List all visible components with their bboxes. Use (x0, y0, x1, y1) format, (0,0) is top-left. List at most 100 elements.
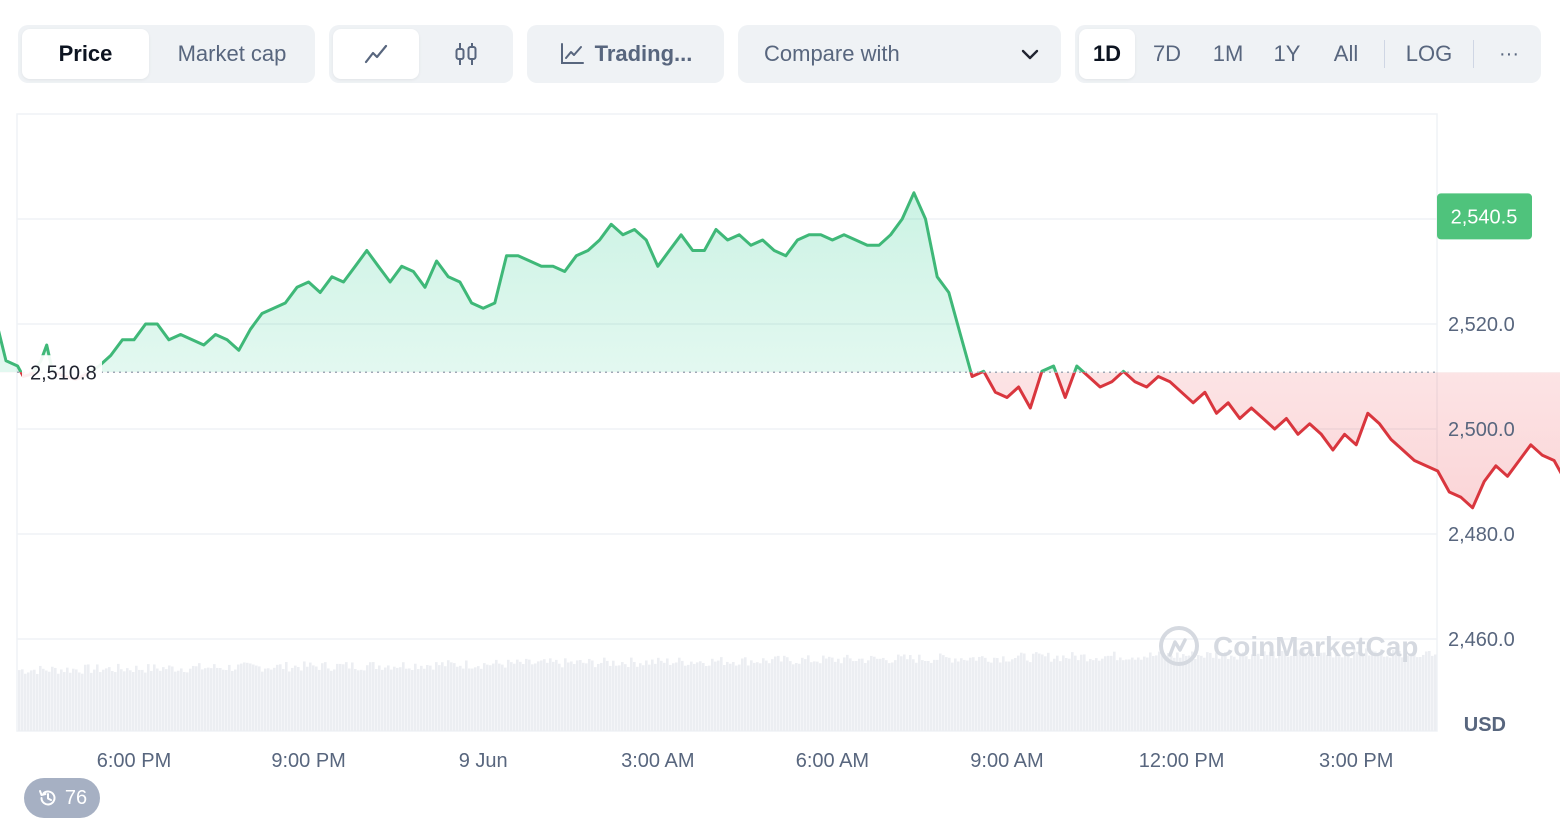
volume-bar (642, 665, 645, 731)
volume-bar (996, 658, 999, 731)
range-1y[interactable]: 1Y (1273, 41, 1301, 66)
volume-bar (381, 669, 384, 731)
volume-bar (1203, 657, 1206, 731)
volume-bar (423, 668, 426, 731)
price-chart[interactable]: CoinMarketCap 2,460.0 2,480.0 2,500.0 2,520… (0, 100, 1560, 834)
volume-bar (816, 661, 819, 731)
volume-bar (477, 666, 480, 731)
volume-bar (1410, 654, 1413, 731)
line-chart-button[interactable] (333, 29, 419, 79)
volume-bar (1431, 655, 1434, 731)
volume-bar (93, 669, 96, 731)
volume-bar (555, 659, 558, 731)
volume-bar (204, 668, 207, 731)
volume-bar (1008, 661, 1011, 731)
volume-bar (207, 667, 210, 731)
volume-bar (1206, 652, 1209, 731)
volume-bar (1413, 647, 1416, 731)
volume-bar (273, 667, 276, 731)
volume-bar (744, 657, 747, 731)
volume-bar (168, 665, 171, 731)
volume-bar (1152, 656, 1155, 731)
volume-bar (792, 664, 795, 731)
volume-bar (441, 662, 444, 731)
x-tick-label: 3:00 AM (621, 750, 694, 772)
price-chart-area: CoinMarketCap 2,460.0 2,480.0 2,500.0 2,520… (0, 100, 1560, 834)
candlestick-button[interactable] (423, 29, 509, 79)
volume-bar (390, 669, 393, 731)
volume-bar (525, 658, 528, 731)
trading-view-button[interactable]: Trading... (527, 25, 724, 83)
volume-bar (1293, 654, 1296, 731)
volume-bar (1092, 660, 1095, 731)
volume-bar (1164, 656, 1167, 731)
volume-bar (690, 661, 693, 731)
volume-bar (942, 655, 945, 731)
volume-bar (657, 657, 660, 731)
volume-bar (984, 657, 987, 731)
volume-bar (1146, 657, 1149, 731)
volume-bar (426, 665, 429, 731)
volume-bar (498, 663, 501, 731)
volume-bar (660, 660, 663, 731)
range-all[interactable]: All (1333, 41, 1359, 66)
volume-bar (1260, 659, 1263, 731)
range-1m[interactable]: 1M (1212, 41, 1244, 66)
volume-bar (1116, 660, 1119, 731)
more-options-button[interactable]: ··· (1499, 42, 1519, 65)
volume-bar (1350, 658, 1353, 731)
volume-bar (228, 664, 231, 731)
log-scale-toggle[interactable]: LOG (1405, 41, 1453, 66)
volume-bar (531, 664, 534, 731)
volume-bar (1359, 655, 1362, 731)
volume-bar (21, 669, 24, 731)
volume-bar (654, 663, 657, 731)
volume-bar (492, 663, 495, 731)
volume-bar (924, 661, 927, 731)
volume-bar (312, 665, 315, 731)
volume-bar (318, 669, 321, 731)
history-badge[interactable]: 76 (24, 778, 100, 818)
volume-bar (1191, 651, 1194, 731)
compare-with-select[interactable]: Compare with (738, 25, 1061, 83)
volume-bar (519, 661, 522, 731)
volume-bar (351, 662, 354, 731)
volume-bar (564, 658, 567, 731)
volume-bar (1062, 655, 1065, 731)
volume-bar (366, 665, 369, 731)
volume-bar (771, 659, 774, 731)
volume-bar (1020, 652, 1023, 731)
volume-bar (951, 662, 954, 731)
volume-bar (27, 672, 30, 731)
volume-bar (243, 662, 246, 731)
range-7d[interactable]: 7D (1152, 41, 1182, 66)
volume-bar (1071, 652, 1074, 731)
volume-bar (813, 661, 816, 731)
volume-bar (138, 669, 141, 731)
volume-bar (144, 672, 147, 731)
volume-bar (834, 661, 837, 731)
volume-bar (906, 659, 909, 731)
volume-bar (72, 668, 75, 731)
range-1d[interactable]: 1D (1079, 29, 1135, 79)
volume-bar (990, 662, 993, 731)
volume-bar (852, 661, 855, 731)
volume-bar (1119, 657, 1122, 731)
volume-bar (1296, 649, 1299, 731)
tab-price[interactable]: Price (22, 29, 149, 79)
volume-bar (1044, 656, 1047, 731)
volume-bar (54, 667, 57, 731)
tab-market-cap[interactable]: Market cap (177, 41, 287, 66)
volume-bar (1095, 658, 1098, 731)
volume-bar (108, 667, 111, 731)
volume-bar (1308, 654, 1311, 731)
volume-bar (765, 660, 768, 731)
volume-bar (105, 668, 108, 731)
volume-bar (294, 665, 297, 731)
volume-bar (18, 670, 21, 731)
volume-bar (66, 667, 69, 731)
volume-bar (60, 669, 63, 731)
volume-bar (177, 670, 180, 731)
volume-bar (1083, 654, 1086, 731)
volume-bar (645, 660, 648, 731)
